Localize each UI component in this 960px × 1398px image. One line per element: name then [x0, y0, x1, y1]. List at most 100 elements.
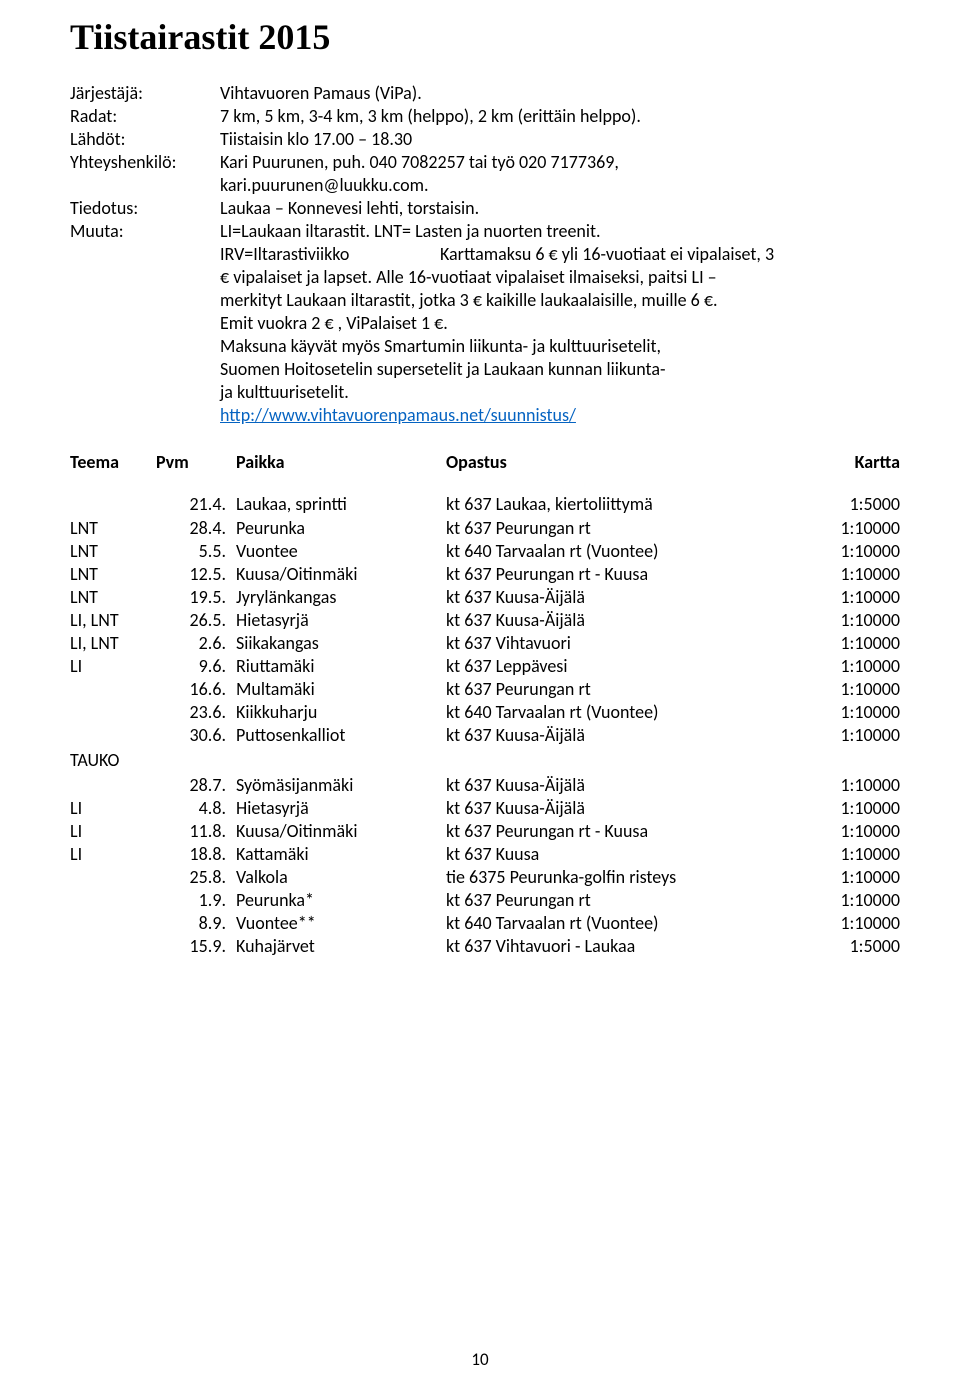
cell-pvm: 28.4. [156, 517, 236, 540]
cell-paikka: Siikakangas [236, 632, 446, 655]
cell-paikka: Hietasyrjä [236, 609, 446, 632]
cell-teema: LNT [70, 540, 156, 563]
cell-teema [70, 866, 156, 889]
cell-paikka: Puttosenkalliot [236, 724, 446, 747]
cell-teema: LI, LNT [70, 609, 156, 632]
table-row: 28.7.Syömäsijanmäkikt 637 Kuusa-Äijälä1:… [70, 774, 890, 797]
schedule-header: Teema Pvm Paikka Opastus Kartta [70, 451, 890, 473]
cell-teema [70, 678, 156, 701]
cell-kartta: 1:5000 [796, 493, 900, 516]
table-row: LNT5.5.Vuonteekt 640 Tarvaalan rt (Vuont… [70, 540, 890, 563]
cell-kartta: 1:10000 [796, 912, 900, 935]
cell-opastus: kt 637 Kuusa-Äijälä [446, 724, 796, 747]
info-cont: Suomen Hoitosetelin supersetelit ja Lauk… [220, 358, 890, 381]
info-cont: ja kulttuurisetelit. [220, 381, 890, 404]
cell-teema [70, 889, 156, 912]
cell-opastus: kt 637 Peurungan rt - Kuusa [446, 820, 796, 843]
info-label: Järjestäjä: [70, 82, 220, 105]
cell-paikka: Kattamäki [236, 843, 446, 866]
info-cont: Maksuna käyvät myös Smartumin liikunta- … [220, 335, 890, 358]
cell-teema: LI [70, 797, 156, 820]
cell-opastus: kt 640 Tarvaalan rt (Vuontee) [446, 540, 796, 563]
info-row-other: Muuta: LI=Laukaan iltarastit. LNT= Laste… [70, 220, 890, 243]
cell-pvm: 26.5. [156, 609, 236, 632]
cell-paikka: Kuusa/Oitinmäki [236, 563, 446, 586]
cell-pvm: 1.9. [156, 889, 236, 912]
info-cont: € vipalaiset ja lapset. Alle 16-vuotiaat… [220, 266, 890, 289]
cell-pvm: 5.5. [156, 540, 236, 563]
cell-opastus: kt 637 Kuusa [446, 843, 796, 866]
schedule-body-2: 28.7.Syömäsijanmäkikt 637 Kuusa-Äijälä1:… [70, 774, 890, 958]
cell-opastus: kt 637 Kuusa-Äijälä [446, 609, 796, 632]
info-value: LI=Laukaan iltarastit. LNT= Lasten ja nu… [220, 220, 890, 243]
table-row: LI, LNT2.6.Siikakangaskt 637 Vihtavuori1… [70, 632, 890, 655]
cell-kartta: 1:10000 [796, 609, 900, 632]
info-url: http://www.vihtavuorenpamaus.net/suunnis… [220, 404, 890, 427]
table-row: LI11.8.Kuusa/Oitinmäkikt 637 Peurungan r… [70, 820, 890, 843]
cell-opastus: tie 6375 Peurunka-golfin risteys [446, 866, 796, 889]
cell-kartta: 1:10000 [796, 701, 900, 724]
cell-teema [70, 493, 156, 516]
cell-pvm: 9.6. [156, 655, 236, 678]
cell-teema [70, 935, 156, 958]
document-page: Tiistairastit 2015 Järjestäjä: Vihtavuor… [0, 0, 960, 1398]
cell-kartta: 1:10000 [796, 540, 900, 563]
cell-opastus: kt 637 Peurungan rt [446, 889, 796, 912]
cell-teema: LI, LNT [70, 632, 156, 655]
cell-paikka: Kiikkuharju [236, 701, 446, 724]
cell-kartta: 1:10000 [796, 843, 900, 866]
table-row: LI18.8.Kattamäkikt 637 Kuusa1:10000 [70, 843, 890, 866]
cell-kartta: 1:10000 [796, 632, 900, 655]
table-row: LNT19.5.Jyrylänkangaskt 637 Kuusa-Äijälä… [70, 586, 890, 609]
tauko-label: TAUKO [70, 749, 156, 772]
cell-pvm: 30.6. [156, 724, 236, 747]
cell-kartta: 1:10000 [796, 586, 900, 609]
page-title: Tiistairastit 2015 [70, 16, 890, 58]
info-link[interactable]: http://www.vihtavuorenpamaus.net/suunnis… [220, 404, 576, 426]
info-value: Tiistaisin klo 17.00 – 18.30 [220, 128, 890, 151]
info-value: 7 km, 5 km, 3-4 km, 3 km (helppo), 2 km … [220, 105, 890, 128]
cell-pvm: 21.4. [156, 493, 236, 516]
header-paikka: Paikka [236, 451, 446, 473]
cell-pvm: 18.8. [156, 843, 236, 866]
cell-opastus: kt 637 Leppävesi [446, 655, 796, 678]
cell-pvm: 23.6. [156, 701, 236, 724]
cell-teema [70, 701, 156, 724]
cell-opastus: kt 637 Kuusa-Äijälä [446, 586, 796, 609]
cell-paikka: Peurunka [236, 517, 446, 540]
header-opastus: Opastus [446, 451, 796, 473]
header-teema: Teema [70, 451, 156, 473]
cell-paikka: Riuttamäki [236, 655, 446, 678]
cell-paikka: Kuusa/Oitinmäki [236, 820, 446, 843]
cell-opastus: kt 637 Laukaa, kiertoliittymä [446, 493, 796, 516]
cell-pvm: 12.5. [156, 563, 236, 586]
cell-opastus: kt 637 Peurungan rt - Kuusa [446, 563, 796, 586]
cell-opastus: kt 637 Kuusa-Äijälä [446, 774, 796, 797]
cell-paikka: Kuhajärvet [236, 935, 446, 958]
cell-teema [70, 774, 156, 797]
cell-kartta: 1:10000 [796, 563, 900, 586]
info-row-organizer: Järjestäjä: Vihtavuoren Pamaus (ViPa). [70, 82, 890, 105]
header-pvm: Pvm [156, 451, 236, 473]
cell-paikka: Multamäki [236, 678, 446, 701]
cell-paikka: Hietasyrjä [236, 797, 446, 820]
table-row: 1.9.Peurunka*kt 637 Peurungan rt1:10000 [70, 889, 890, 912]
header-kartta: Kartta [796, 451, 900, 473]
cell-pvm: 16.6. [156, 678, 236, 701]
info-value: Laukaa – Konnevesi lehti, torstaisin. [220, 197, 890, 220]
cell-teema: LNT [70, 563, 156, 586]
info-row-contact: Yhteyshenkilö: Kari Puurunen, puh. 040 7… [70, 151, 890, 174]
info-label: Yhteyshenkilö: [70, 151, 220, 174]
cell-opastus: kt 637 Vihtavuori [446, 632, 796, 655]
cell-opastus: kt 637 Kuusa-Äijälä [446, 797, 796, 820]
cell-paikka: Jyrylänkangas [236, 586, 446, 609]
cell-paikka: Valkola [236, 866, 446, 889]
info-row-courses: Radat: 7 km, 5 km, 3-4 km, 3 km (helppo)… [70, 105, 890, 128]
table-row: 21.4.Laukaa, sprinttikt 637 Laukaa, kier… [70, 493, 890, 516]
info-cont: merkityt Laukaan iltarastit, jotka 3 € k… [220, 289, 890, 312]
info-label: Tiedotus: [70, 197, 220, 220]
cell-opastus: kt 640 Tarvaalan rt (Vuontee) [446, 701, 796, 724]
cell-teema: LI [70, 655, 156, 678]
info-value: Vihtavuoren Pamaus (ViPa). [220, 82, 890, 105]
info-label: Lähdöt: [70, 128, 220, 151]
